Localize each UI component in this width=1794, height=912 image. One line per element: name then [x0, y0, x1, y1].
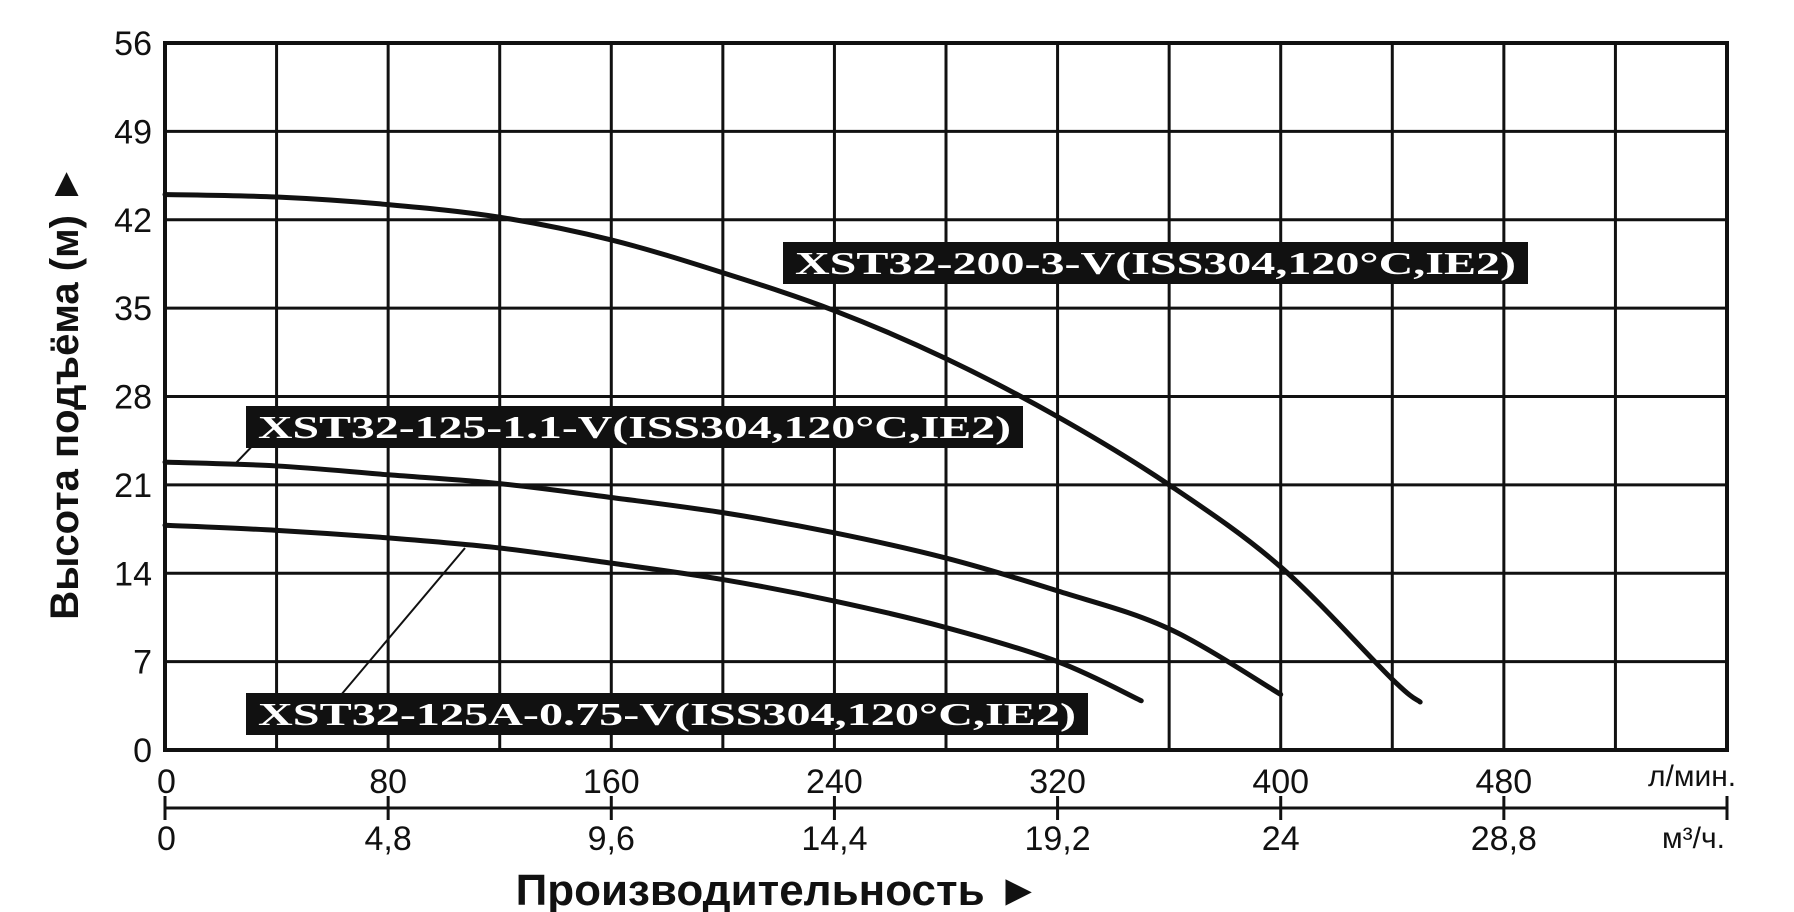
- x-tick-labels: 0 80 160 240 320 400 480 0 4,8 9,6 14,4 19,2 24 28,8: [157, 763, 1537, 858]
- y-tick-label: 14: [114, 555, 152, 593]
- y-tick-label: 21: [114, 467, 152, 505]
- y-tick-label: 42: [114, 202, 152, 240]
- x-tick-label-secondary: 9,6: [588, 820, 635, 858]
- x-tick-label-secondary: 19,2: [1024, 820, 1090, 858]
- x-axis-title: Производительность ►: [516, 866, 1041, 912]
- x-unit-primary: л/мин.: [1648, 760, 1736, 793]
- curve-xst32-125a-0-75-v: [162, 522, 1144, 704]
- x-unit-secondary: м³/ч.: [1662, 822, 1725, 855]
- leader-line-125a-0-75: [329, 547, 466, 709]
- y-tick-label: 56: [114, 25, 152, 63]
- x-tick-label-secondary: 24: [1262, 820, 1300, 858]
- x-tick-label-primary: 400: [1252, 763, 1309, 801]
- y-axis-title: Высота подъёма (м) ►: [43, 164, 87, 619]
- y-tick-label: 28: [114, 379, 152, 417]
- label-xst32-200-3-v-box: [783, 242, 1528, 284]
- label-xst32-125-1-1-v-box: [246, 406, 1023, 448]
- curves: [162, 192, 1423, 705]
- grid: [163, 41, 1729, 752]
- x-tick-label-secondary: 14,4: [801, 820, 867, 858]
- x-tick-label-primary: 320: [1029, 763, 1086, 801]
- label-xst32-125-1-1-v: XST32-125-1.1-V(ISS304,120°C,IE2): [258, 409, 1011, 445]
- y-tick-label: 0: [133, 732, 152, 770]
- x-tick-label-primary: 80: [369, 763, 407, 801]
- label-xst32-125a-0-75-v-box: [246, 693, 1088, 735]
- x-tick-label-secondary: 0: [157, 820, 176, 858]
- y-tick-label: 35: [114, 290, 152, 328]
- y-tick-label: 7: [133, 644, 152, 682]
- x-tick-label-primary: 0: [157, 763, 176, 801]
- curve-xst32-200-3-v: [162, 192, 1423, 705]
- y-tick-label: 49: [114, 113, 152, 151]
- x-tick-label-secondary: 4,8: [365, 820, 412, 858]
- x-tick-label-primary: 160: [583, 763, 640, 801]
- label-xst32-125a-0-75-v: XST32-125A-0.75-V(ISS304,120°C,IE2): [258, 696, 1076, 732]
- x-tick-label-primary: 480: [1475, 763, 1532, 801]
- x-tick-label-secondary: 28,8: [1471, 820, 1537, 858]
- curve-xst32-125-1-1-v: [162, 459, 1284, 697]
- plot-frame: [163, 41, 1729, 752]
- y-tick-labels: 0 7 14 21 28 35 42 49 56: [114, 25, 152, 770]
- label-xst32-200-3-v: XST32-200-3-V(ISS304,120°C,IE2): [795, 245, 1516, 281]
- series-labels: XST32-200-3-V(ISS304,120°C,IE2) XST32-125…: [246, 242, 1528, 735]
- secondary-x-axis-ticks: [163, 796, 1729, 820]
- x-tick-label-primary: 240: [806, 763, 863, 801]
